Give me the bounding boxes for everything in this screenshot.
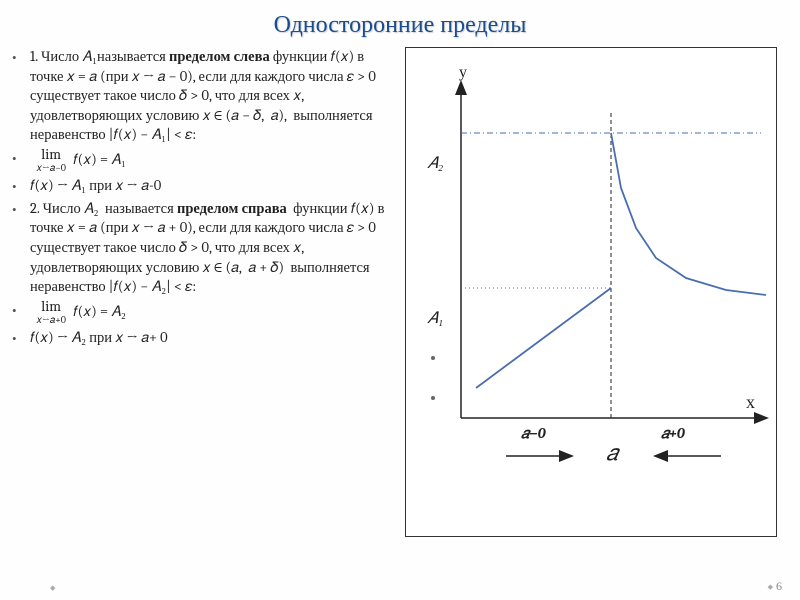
- text-column: • 1. Число 𝐴₁называется пределом слева ф…: [12, 47, 405, 537]
- svg-text:x: x: [746, 392, 755, 412]
- definition-1: 1. Число 𝐴₁называется пределом слева фун…: [30, 47, 395, 145]
- svg-text:𝑎−0: 𝑎−0: [521, 424, 547, 442]
- lim-sub: 𝑥→𝑎−0: [36, 163, 66, 173]
- svg-text:𝑎: 𝑎: [606, 440, 621, 466]
- bullet-marker: •: [12, 328, 30, 348]
- bullet-marker: •: [12, 47, 30, 67]
- limits-diagram: y x 𝐴₂ 𝐴₁ 𝑎 𝑎−0 𝑎+0: [406, 48, 778, 538]
- bullet-1: • 1. Число 𝐴₁называется пределом слева ф…: [12, 47, 395, 145]
- bold-term-2: пределом справа: [177, 200, 287, 217]
- svg-text:y: y: [459, 64, 467, 81]
- bold-term-1: пределом слева: [169, 48, 270, 65]
- svg-text:𝐴₂: 𝐴₂: [427, 154, 444, 172]
- bullet-marker: •: [12, 199, 30, 219]
- bullet-6: • 𝑓(𝑥) → 𝐴₂ при 𝑥 → 𝑎+ 0: [12, 328, 395, 348]
- bullet-5: • lim𝑥→𝑎+0 𝑓(𝑥) = 𝐴₂: [12, 300, 395, 326]
- decoration-icon: ◆: [50, 584, 55, 592]
- chart-frame: y x 𝐴₂ 𝐴₁ 𝑎 𝑎−0 𝑎+0: [405, 47, 777, 537]
- page-number: 6: [768, 579, 782, 594]
- limit-right-arrow: 𝑓(𝑥) → 𝐴₂ при 𝑥 → 𝑎+ 0: [30, 328, 395, 348]
- limit-right-eq: lim𝑥→𝑎+0 𝑓(𝑥) = 𝐴₂: [30, 300, 395, 326]
- lim-text: lim: [41, 298, 61, 315]
- lim-sub: 𝑥→𝑎+0: [36, 315, 66, 325]
- svg-text:𝐴₁: 𝐴₁: [427, 309, 443, 327]
- limit-left-arrow: 𝑓(𝑥) → 𝐴₁ при 𝑥 → 𝑎-0: [30, 176, 395, 196]
- lim-text: lim: [41, 146, 61, 163]
- chart-column: y x 𝐴₂ 𝐴₁ 𝑎 𝑎−0 𝑎+0: [405, 47, 788, 537]
- bullet-marker: •: [12, 300, 30, 320]
- lim-rhs: 𝑓(𝑥) = 𝐴₂: [70, 303, 126, 320]
- bullet-marker: •: [12, 176, 30, 196]
- bullet-2: • lim𝑥→𝑎−0 𝑓(𝑥) = 𝐴₁: [12, 148, 395, 174]
- lim-rhs: 𝑓(𝑥) = 𝐴₁: [70, 151, 126, 168]
- svg-text:𝑎+0: 𝑎+0: [661, 424, 686, 442]
- definition-2: 2. Число 𝐴₂ называется пределом справа ф…: [30, 199, 395, 297]
- limit-left-eq: lim𝑥→𝑎−0 𝑓(𝑥) = 𝐴₁: [30, 148, 395, 174]
- content-area: • 1. Число 𝐴₁называется пределом слева ф…: [0, 47, 800, 537]
- bullet-3: • 𝑓(𝑥) → 𝐴₁ при 𝑥 → 𝑎-0: [12, 176, 395, 196]
- bullet-4: • 2. Число 𝐴₂ называется пределом справа…: [12, 199, 395, 297]
- slide-title: Односторонние пределы: [0, 0, 800, 47]
- bullet-marker: •: [12, 148, 30, 168]
